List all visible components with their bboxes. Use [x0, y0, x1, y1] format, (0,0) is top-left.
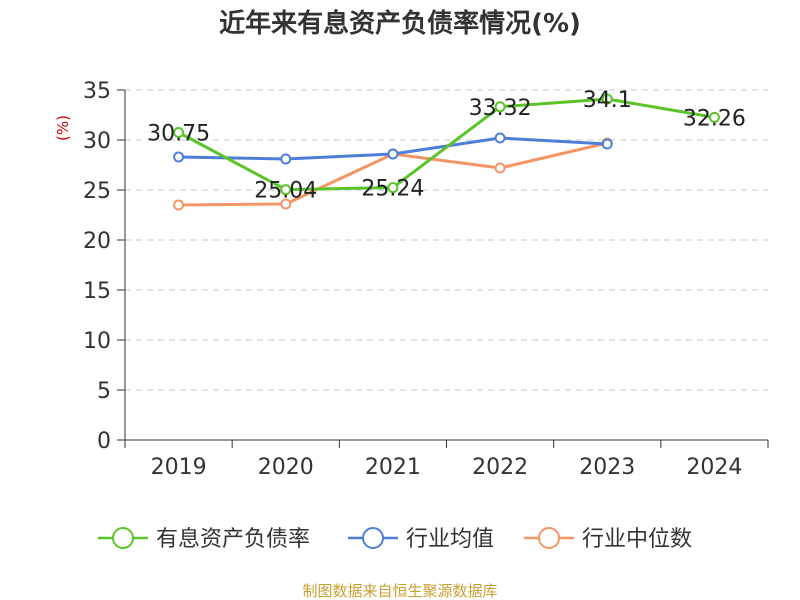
y-tick-label: 5	[97, 379, 111, 404]
legend-label: 行业均值	[406, 527, 494, 552]
data-point	[494, 162, 506, 174]
x-tick-label: 2022	[472, 455, 528, 480]
x-tick-label: 2021	[365, 455, 421, 480]
data-point	[387, 148, 399, 160]
source-note: 制图数据来自恒生聚源数据库	[302, 582, 497, 600]
data-point	[708, 111, 720, 123]
legend-label: 行业中位数	[582, 527, 692, 552]
data-point	[601, 93, 613, 105]
legend-label: 有息资产负债率	[156, 527, 310, 552]
legend-circle-icon	[362, 527, 384, 549]
legend-circle-icon	[538, 527, 560, 549]
grid-lines	[125, 89, 768, 391]
y-tick-label: 15	[83, 279, 111, 304]
data-point	[173, 127, 185, 138]
legend-item-0[interactable]: 有息资产负债率	[98, 527, 310, 552]
y-tick-label: 35	[83, 79, 111, 104]
series-points	[173, 93, 720, 211]
data-point	[173, 151, 185, 163]
chart-title: 近年来有息资产负债率情况(%)	[219, 8, 581, 39]
x-tick-label: 2023	[579, 455, 635, 480]
x-tick-label: 2024	[686, 455, 742, 480]
legend-circle-icon	[112, 527, 134, 549]
y-tick-label: 30	[83, 129, 111, 154]
series-line-0	[177, 97, 715, 192]
data-point	[280, 184, 292, 196]
data-label: 34.1	[583, 88, 632, 113]
y-tick-label: 10	[83, 329, 111, 354]
data-labels: 30.75 25.04 25.24 33.32 34.1 32.26	[147, 88, 746, 204]
data-point	[280, 153, 292, 165]
data-point	[601, 138, 613, 150]
legend[interactable]: 有息资产负债率 行业均值 行业中位数	[98, 527, 692, 552]
legend-item-2[interactable]: 行业中位数	[524, 527, 692, 552]
legend-item-1[interactable]: 行业均值	[348, 527, 494, 552]
data-label: 30.75	[147, 122, 210, 147]
y-tick-label: 0	[97, 429, 111, 454]
x-tick-label: 2019	[151, 455, 207, 480]
data-point	[494, 101, 506, 113]
data-label: 25.24	[361, 177, 424, 202]
data-label: 33.32	[469, 96, 532, 121]
axes: 0 5 10 15 20 25 30 35 2019 2020 2021 2022 2023 2024	[83, 79, 769, 480]
data-point	[280, 198, 292, 210]
data-point	[494, 132, 506, 144]
x-tick-label: 2020	[258, 455, 314, 480]
data-point	[173, 199, 185, 211]
y-tick-label: 25	[83, 179, 111, 204]
data-label: 25.04	[254, 179, 317, 204]
data-label: 32.26	[683, 106, 746, 131]
data-point	[387, 182, 399, 194]
y-tick-label: 20	[83, 229, 111, 254]
y-axis-unit-label: (%)	[54, 115, 72, 141]
